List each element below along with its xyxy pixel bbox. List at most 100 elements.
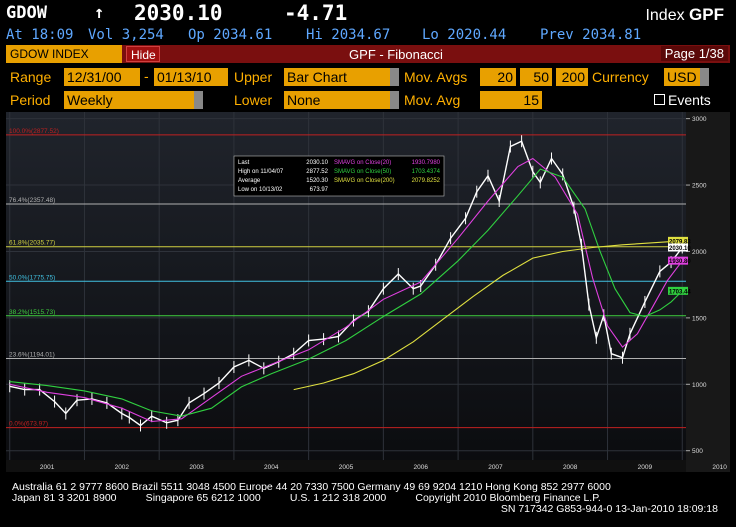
last-value-tag [668, 256, 688, 265]
legend-stat-label: Last [238, 160, 250, 166]
lower-select[interactable]: None [284, 91, 390, 109]
quote-low: Lo 2020.44 [422, 27, 507, 43]
currency-select[interactable]: USD [664, 68, 700, 86]
quote-prev: Prev 2034.81 [540, 27, 642, 43]
quote-high: Hi 2034.67 [306, 27, 391, 43]
last-value-tag [668, 236, 688, 245]
x-tick-label: 2006 [413, 464, 428, 471]
quote-time: At 18:09 [6, 27, 74, 43]
security-field[interactable]: GDOW INDEX [6, 45, 122, 63]
legend-ma-value: 2079.8252 [412, 178, 441, 184]
ticker-symbol: GDOW [6, 3, 47, 23]
legend-stat-label: Average [238, 178, 261, 184]
footer-line-3: SN 717342 G853-944-0 13-Jan-2010 18:09:1… [500, 503, 718, 515]
lower-dropdown-icon[interactable] [390, 91, 399, 109]
legend-ma-value: 1703.4374 [412, 169, 441, 175]
upper-dropdown-icon[interactable] [390, 68, 399, 86]
quote-header: GDOW ↑ 2030.10 -4.71 Index GPF [0, 0, 736, 28]
last-value-text: 2030.10 [669, 246, 691, 252]
fib-level-label: 76.4%(2357.48) [9, 197, 55, 204]
period-label: Period [10, 92, 51, 108]
movavg-label: Mov. Avg [404, 92, 461, 108]
x-tick-label: 2002 [115, 464, 130, 471]
x-tick-label: 2004 [264, 464, 279, 471]
legend-stat-value: 1520.30 [306, 178, 328, 184]
y-tick-label: 2000 [692, 249, 707, 256]
y-tick-label: 1500 [692, 315, 707, 322]
fib-level-label: 100.0%(2877.52) [9, 128, 59, 135]
fib-level-label: 61.8%(2035.77) [9, 240, 55, 247]
index-code: GPF [689, 5, 724, 24]
movavg-input[interactable]: 15 [480, 91, 542, 109]
x-tick-label: 2001 [40, 464, 55, 471]
index-label: Index GPF [645, 5, 724, 25]
footer-line-2: Japan 81 3 3201 8900 Singapore 65 6212 1… [12, 492, 601, 504]
footer-line-1: Australia 61 2 9777 8600 Brazil 5511 304… [12, 481, 611, 493]
x-tick-label: 2009 [638, 464, 653, 471]
range-start-input[interactable]: 12/31/00 [64, 68, 140, 86]
series-line [9, 157, 683, 423]
y-tick-label: 2500 [692, 183, 707, 190]
net-change: -4.71 [284, 1, 348, 25]
last-value-text: 2079.83 [669, 239, 691, 245]
legend-stat-label: High on 11/04/07 [238, 169, 284, 175]
last-price: 2030.10 [134, 1, 223, 25]
y-tick-label: 3000 [692, 116, 707, 123]
function-toolbar: GDOW INDEX Hide GPF - Fibonacci Page 1/3… [6, 45, 730, 63]
legend-ma-label: SMAVG on Close(50) [334, 169, 391, 175]
range-end-input[interactable]: 01/13/10 [154, 68, 228, 86]
ma1-input[interactable]: 20 [480, 68, 516, 86]
currency-dropdown-icon[interactable] [700, 68, 709, 86]
series-line [9, 168, 683, 417]
fib-level-label: 0.0%(673.97) [9, 421, 48, 428]
legend-ma-value: 1930.7980 [412, 160, 441, 166]
range-label: Range [10, 69, 52, 85]
quote-volume: Vol 3,254 [88, 27, 164, 43]
quote-stats: At 18:09 Vol 3,254 Op 2034.61 Hi 2034.67… [0, 27, 736, 45]
legend-ma-label: SMAVG on Close(20) [334, 160, 391, 166]
currency-label: Currency [592, 69, 649, 85]
last-value-tag [668, 243, 688, 252]
last-value-text: 1703.44 [669, 289, 691, 295]
controls-row-1: Range 12/31/00 - 01/13/10 Upper Bar Char… [0, 66, 736, 88]
y-tick-label: 500 [692, 448, 703, 455]
ma3-input[interactable]: 200 [556, 68, 588, 86]
legend-stat-value: 673.97 [310, 187, 329, 193]
period-select[interactable]: Weekly [64, 91, 194, 109]
fib-level-label: 38.2%(1515.73) [9, 309, 55, 316]
legend-stat-value: 2030.10 [306, 160, 328, 166]
events-label: Events [668, 92, 711, 108]
x-tick-label: 2003 [189, 464, 204, 471]
last-value-text: 1930.80 [669, 259, 691, 265]
quote-open: Op 2034.61 [188, 27, 273, 43]
upper-label: Upper [234, 69, 273, 85]
events-checkbox[interactable] [654, 94, 665, 105]
x-tick-label: 2008 [563, 464, 578, 471]
lower-label: Lower [234, 92, 273, 108]
series-line [293, 240, 683, 391]
movavgs-label: Mov. Avgs [404, 69, 468, 85]
function-title: GPF - Fibonacci [349, 47, 443, 62]
ma2-input[interactable]: 50 [520, 68, 552, 86]
page-indicator[interactable]: Page 1/38 [660, 46, 728, 61]
x-tick-label: 2010 [712, 464, 727, 471]
hide-button[interactable]: Hide [126, 46, 160, 62]
fib-level-label: 50.0%(1775.75) [9, 274, 55, 281]
index-word: Index [645, 7, 685, 24]
x-tick-label: 2005 [339, 464, 354, 471]
period-dropdown-icon[interactable] [194, 91, 203, 109]
last-value-tag [668, 286, 688, 295]
legend-box [233, 155, 445, 197]
upper-select[interactable]: Bar Chart [284, 68, 390, 86]
legend-stat-value: 2877.52 [306, 169, 328, 175]
legend-ma-label: SMAVG on Close(200) [334, 178, 395, 184]
controls-row-2: Period Weekly Lower None Mov. Avg 15 Eve… [0, 89, 736, 111]
chart-svg: 2001 2002 2003 2004 2005 2006 2007 2008 2009 2010… [6, 112, 730, 472]
fib-level-label: 23.6%(1194.01) [9, 352, 55, 359]
price-chart: 2001 2002 2003 2004 2005 2006 2007 2008 2009 2010… [6, 112, 730, 472]
legend-stat-label: Low on 10/13/02 [238, 187, 283, 193]
y-tick-label: 1000 [692, 382, 707, 389]
y-axis-panel [686, 112, 730, 472]
x-tick-label: 2007 [488, 464, 503, 471]
up-arrow-icon: ↑ [94, 3, 105, 23]
